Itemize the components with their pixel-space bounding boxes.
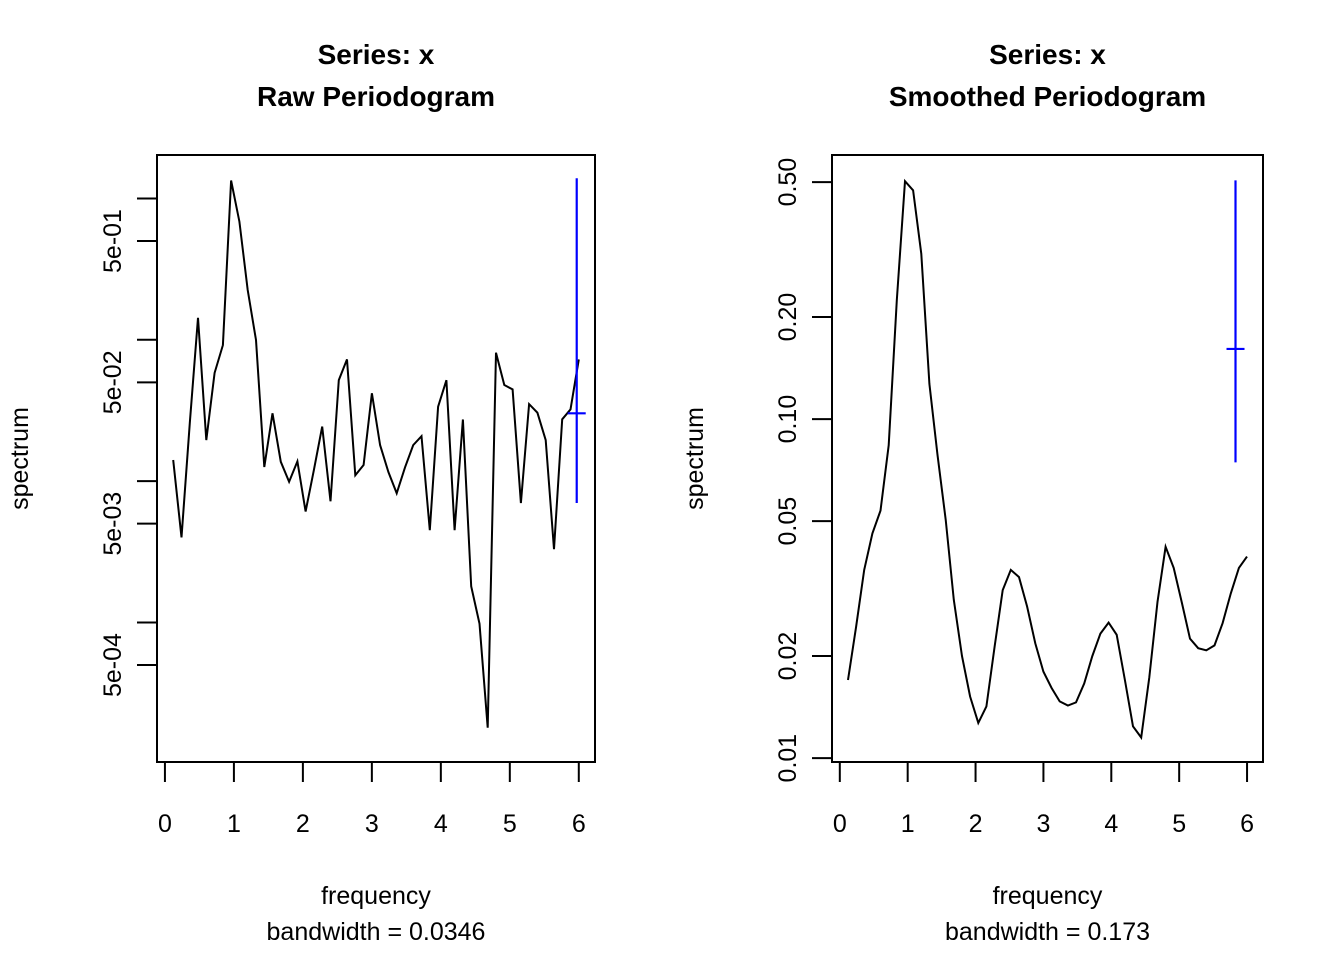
x-tick-label: 0 (158, 810, 172, 838)
bandwidth-label: bandwidth = 0.0346 (267, 918, 486, 946)
panel-title-type: Raw Periodogram (257, 81, 495, 112)
panel-title-type: Smoothed Periodogram (889, 81, 1206, 112)
y-tick-label: 5e-01 (99, 209, 127, 273)
spectrum-line (172, 180, 580, 728)
y-axis-label: spectrum (681, 407, 709, 510)
y-tick-label: 0.20 (774, 293, 802, 342)
y-tick-label: 0.02 (774, 632, 802, 681)
y-tick-label: 0.01 (774, 734, 802, 783)
y-tick-label: 0.10 (774, 395, 802, 444)
y-axis-label: spectrum (6, 407, 34, 510)
panel-title-series: Series: x (989, 39, 1106, 70)
x-tick-label: 4 (434, 810, 448, 838)
x-axis-label: frequency (993, 882, 1103, 910)
x-tick-label: 2 (969, 810, 983, 838)
y-tick-label: 5e-04 (99, 633, 127, 697)
x-tick-label: 0 (833, 810, 847, 838)
x-tick-label: 6 (572, 810, 586, 838)
x-tick-label: 4 (1104, 810, 1118, 838)
panel-smoothed-periodogram: 0 1 2 3 4 5 6 0.50 0.20 0.10 0.05 0.02 0.01 Series: x… (681, 39, 1264, 946)
x-tick-label: 3 (365, 810, 379, 838)
x-tick-label: 2 (296, 810, 310, 838)
y-tick-label: 5e-02 (99, 350, 127, 414)
x-tick-label: 3 (1036, 810, 1050, 838)
x-tick-label: 1 (901, 810, 915, 838)
y-tick-label: 0.05 (774, 497, 802, 546)
y-tick-label: 0.50 (774, 158, 802, 207)
panel-raw-periodogram: 0 1 2 3 4 5 6 5e-01 5e-02 5e-03 5e-04 Series: x Raw … (6, 39, 596, 946)
y-tick-label: 5e-03 (99, 492, 127, 556)
plot-box (831, 154, 1264, 763)
x-tick-label: 5 (1172, 810, 1186, 838)
plot-box (156, 154, 596, 763)
x-axis-label: frequency (321, 882, 431, 910)
x-tick-label: 6 (1240, 810, 1254, 838)
x-tick-label: 5 (503, 810, 517, 838)
x-tick-label: 1 (227, 810, 241, 838)
panel-title-series: Series: x (318, 39, 435, 70)
spectrum-line (847, 178, 1248, 741)
bandwidth-label: bandwidth = 0.173 (945, 918, 1150, 946)
